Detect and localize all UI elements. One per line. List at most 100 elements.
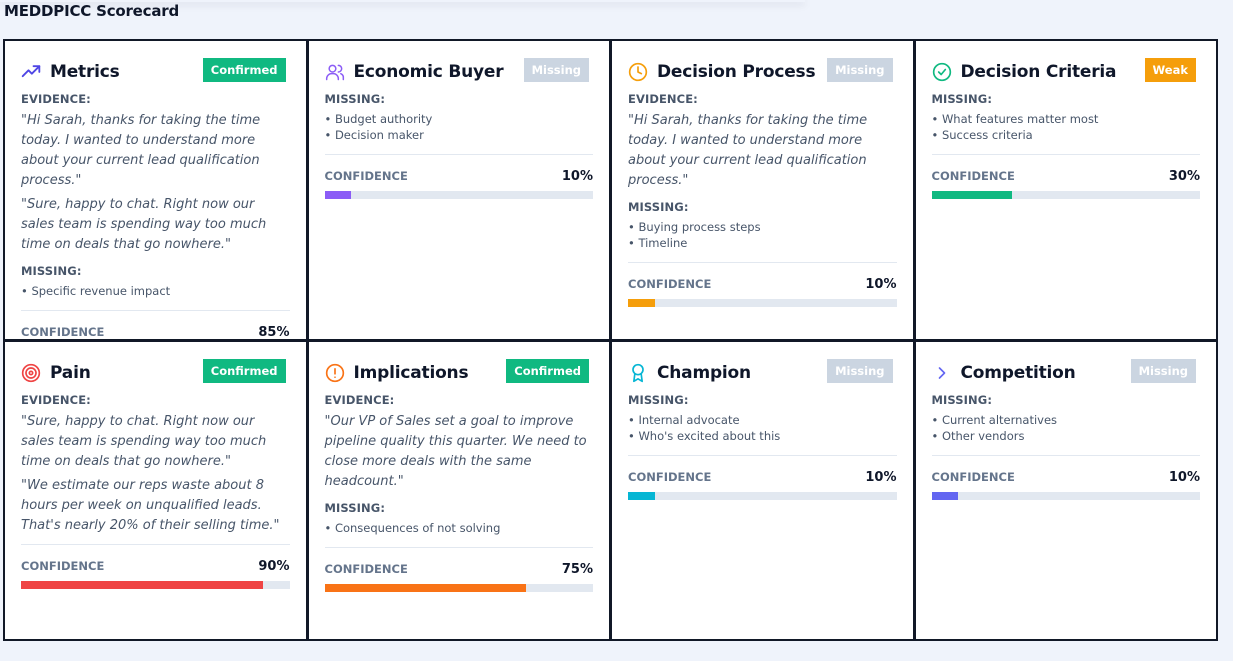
card-title: Decision Criteria [960, 62, 1117, 82]
scorecard-card-decision-process: Decision Process Missing EVIDENCE: "Hi Sa… [612, 41, 913, 339]
scorecard-card-champion: Champion Missing MISSING: • Internal advo… [612, 341, 913, 639]
confidence-row: CONFIDENCE 10% [932, 470, 1201, 485]
status-badge: Confirmed [202, 358, 286, 383]
divider [931, 154, 1200, 155]
confidence-bar-fill [931, 191, 1013, 199]
card-header: Competition [932, 359, 1201, 387]
evidence-quote: "Hi Sarah, thanks for taking the time to… [628, 113, 868, 188]
confidence-label: CONFIDENCE [324, 561, 408, 576]
confidence-bar-fill [628, 491, 655, 500]
confidence-value: 10% [1168, 469, 1200, 485]
divider [324, 546, 593, 548]
evidence-quote: "Sure, happy to chat. Right now our sale… [21, 197, 267, 252]
missing-label: MISSING: [324, 500, 386, 515]
confidence-bar-track [324, 191, 593, 199]
confidence-label: CONFIDENCE [324, 169, 408, 183]
missing-item: • Other vendors [931, 428, 1025, 443]
evidence-quote: "Hi Sarah, thanks for taking the time to… [21, 113, 261, 188]
check-circle-icon [932, 62, 952, 82]
evidence-label: EVIDENCE: [21, 392, 91, 407]
evidence-quote: "Sure, happy to chat. Right now our sale… [21, 413, 267, 469]
confidence-row: CONFIDENCE 30% [932, 169, 1201, 184]
card-title: Competition [960, 362, 1076, 383]
divider [21, 310, 290, 311]
evidence-label: EVIDENCE: [324, 392, 395, 407]
confidence-label: CONFIDENCE [21, 325, 105, 339]
clock-icon [628, 62, 648, 82]
scorecard-card-economic-buyer: Economic Buyer Missing MISSING: • Budget … [308, 41, 609, 339]
evidence-section: EVIDENCE: "Our VP of Sales set a goal to … [325, 393, 594, 492]
evidence-quote: "Our VP of Sales set a goal to improve p… [324, 413, 587, 489]
missing-item: • Decision maker [324, 128, 424, 142]
card-header: Decision Criteria [932, 58, 1201, 86]
divider [21, 543, 290, 545]
confidence-label: CONFIDENCE [628, 277, 712, 291]
card-title: Champion [657, 362, 751, 383]
confidence-value: 10% [561, 169, 593, 184]
missing-section: MISSING: • What features matter most • Suc… [932, 92, 1201, 143]
missing-item: • Specific revenue impact [21, 284, 171, 298]
chevron-right-icon [932, 363, 952, 383]
status-badge: Missing [1130, 358, 1196, 383]
confidence-value: 10% [865, 277, 897, 292]
missing-label: MISSING: [628, 200, 689, 214]
confidence-bar-fill [324, 191, 352, 199]
missing-section: MISSING: • Consequences of not solving [325, 501, 594, 536]
confidence-row: CONFIDENCE 10% [325, 169, 594, 184]
evidence-label: EVIDENCE: [628, 92, 698, 106]
confidence-value: 75% [561, 561, 593, 577]
confidence-bar-fill [628, 299, 655, 307]
missing-item: • Who's excited about this [628, 428, 781, 443]
card-title: Decision Process [657, 62, 816, 82]
card-header: Decision Process [628, 58, 897, 86]
scorecard-card-pain: Pain Confirmed EVIDENCE: "Sure, happy to … [5, 341, 306, 639]
missing-label: MISSING: [628, 392, 689, 407]
confidence-row: CONFIDENCE 10% [628, 277, 897, 292]
confidence-label: CONFIDENCE [628, 469, 712, 484]
status-badge: Missing [523, 58, 589, 82]
missing-section: MISSING: • Specific revenue impact [21, 264, 290, 299]
missing-section: MISSING: • Internal advocate • Who's excit… [628, 393, 897, 444]
status-badge: Missing [827, 358, 893, 383]
missing-item: • Timeline [628, 236, 688, 250]
page-title: MEDDPICC Scorecard [4, 2, 180, 20]
confidence-bar-track [324, 583, 593, 592]
evidence-section: EVIDENCE: "Sure, happy to chat. Right now… [21, 393, 290, 536]
evidence-quote: "We estimate our reps waste about 8 hour… [21, 477, 280, 533]
confidence-label: CONFIDENCE [931, 169, 1015, 183]
trending-up-icon [21, 62, 41, 82]
alert-circle-icon [325, 363, 345, 383]
card-header: Pain [21, 359, 290, 387]
missing-label: MISSING: [21, 264, 82, 278]
scorecard-card-decision-criteria: Decision Criteria Weak MISSING: • What fe… [915, 41, 1216, 339]
card-title: Metrics [50, 62, 120, 82]
confidence-row: CONFIDENCE 90% [21, 559, 290, 574]
missing-section: MISSING: • Budget authority • Decision mak… [325, 92, 594, 143]
missing-item: • Success criteria [931, 128, 1033, 142]
status-badge: Missing [827, 58, 893, 82]
divider [931, 454, 1200, 456]
evidence-label: EVIDENCE: [21, 92, 91, 106]
missing-label: MISSING: [324, 92, 386, 106]
confidence-value: 90% [258, 558, 290, 574]
missing-item: • Buying process steps [628, 220, 761, 234]
divider [324, 154, 593, 155]
scorecard-card-competition: Competition Missing MISSING: • Current al… [915, 341, 1216, 639]
missing-label: MISSING: [931, 392, 993, 407]
confidence-bar-fill [21, 580, 263, 589]
card-title: Implications [353, 362, 469, 383]
card-header: Economic Buyer [325, 58, 594, 86]
missing-item: • Current alternatives [931, 412, 1058, 427]
missing-item: • What features matter most [931, 112, 1099, 126]
card-title: Economic Buyer [353, 62, 504, 82]
scorecard-card-metrics: Metrics Confirmed EVIDENCE: "Hi Sarah, th… [5, 41, 306, 339]
award-icon [628, 363, 648, 383]
confidence-bar-track [21, 580, 290, 589]
missing-label: MISSING: [931, 92, 993, 106]
status-badge: Confirmed [202, 58, 286, 82]
missing-item: • Budget authority [324, 112, 433, 126]
confidence-bar-track [628, 299, 897, 307]
divider [628, 262, 897, 263]
card-title: Pain [50, 362, 91, 383]
confidence-row: CONFIDENCE 75% [325, 562, 594, 577]
